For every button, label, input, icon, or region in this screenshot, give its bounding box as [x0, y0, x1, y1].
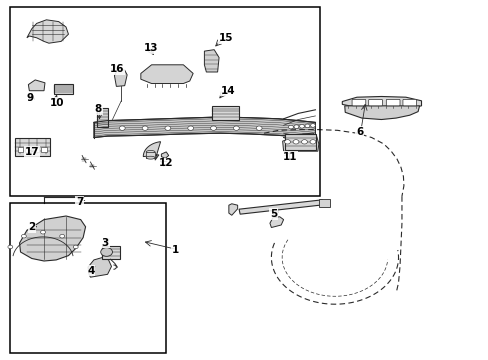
Text: 2: 2	[28, 222, 36, 232]
Polygon shape	[342, 96, 421, 109]
Ellipse shape	[146, 156, 155, 159]
Polygon shape	[141, 65, 193, 84]
Text: 10: 10	[50, 98, 64, 108]
Bar	[10, 7, 320, 196]
Polygon shape	[161, 152, 168, 158]
FancyBboxPatch shape	[351, 99, 365, 106]
Bar	[318, 199, 329, 207]
Text: 3: 3	[102, 238, 109, 248]
FancyBboxPatch shape	[386, 99, 399, 106]
Circle shape	[299, 125, 304, 128]
Bar	[25, 147, 31, 152]
Circle shape	[301, 140, 307, 144]
Text: 12: 12	[158, 158, 173, 168]
Text: 11: 11	[282, 152, 297, 162]
FancyBboxPatch shape	[402, 99, 416, 106]
Text: 14: 14	[221, 86, 235, 96]
Polygon shape	[344, 106, 419, 120]
Text: 17: 17	[24, 147, 39, 157]
Polygon shape	[239, 200, 323, 214]
Circle shape	[8, 245, 13, 249]
Polygon shape	[27, 20, 68, 43]
Circle shape	[119, 126, 125, 130]
Bar	[97, 108, 107, 127]
Circle shape	[305, 124, 309, 128]
Text: 4: 4	[87, 266, 94, 276]
Circle shape	[293, 125, 298, 129]
Circle shape	[60, 234, 64, 238]
Circle shape	[164, 126, 170, 130]
Circle shape	[187, 126, 193, 130]
Circle shape	[142, 126, 148, 130]
Bar	[146, 152, 155, 158]
Circle shape	[256, 126, 262, 130]
Circle shape	[21, 234, 26, 238]
Circle shape	[101, 248, 112, 256]
Bar	[102, 246, 120, 259]
Circle shape	[210, 126, 216, 130]
Polygon shape	[282, 133, 318, 151]
Polygon shape	[114, 68, 127, 86]
Polygon shape	[88, 257, 111, 277]
Bar	[284, 134, 315, 150]
Text: 9: 9	[27, 93, 34, 103]
Bar	[33, 147, 39, 152]
Circle shape	[284, 140, 290, 144]
Text: 15: 15	[219, 33, 233, 43]
Text: 16: 16	[109, 64, 124, 74]
Circle shape	[73, 245, 78, 249]
Text: 1: 1	[172, 245, 179, 255]
Polygon shape	[94, 117, 315, 138]
Bar	[10, 203, 166, 353]
Text: 13: 13	[143, 43, 158, 53]
FancyBboxPatch shape	[368, 99, 382, 106]
Circle shape	[233, 126, 239, 130]
Polygon shape	[20, 216, 85, 261]
Bar	[54, 84, 73, 94]
Ellipse shape	[146, 150, 155, 153]
Circle shape	[41, 230, 45, 234]
Bar	[18, 147, 23, 152]
Circle shape	[310, 124, 315, 127]
Circle shape	[292, 140, 298, 144]
Text: 7: 7	[76, 197, 83, 207]
Text: 5: 5	[269, 209, 277, 219]
Bar	[211, 106, 238, 120]
Circle shape	[288, 125, 293, 129]
Polygon shape	[228, 204, 237, 215]
Text: 8: 8	[95, 104, 102, 114]
Text: 6: 6	[355, 127, 363, 137]
Polygon shape	[269, 217, 283, 228]
Bar	[15, 138, 50, 156]
Circle shape	[309, 140, 315, 144]
Bar	[41, 147, 47, 152]
Polygon shape	[204, 50, 219, 72]
Polygon shape	[143, 142, 160, 160]
Polygon shape	[28, 80, 45, 91]
